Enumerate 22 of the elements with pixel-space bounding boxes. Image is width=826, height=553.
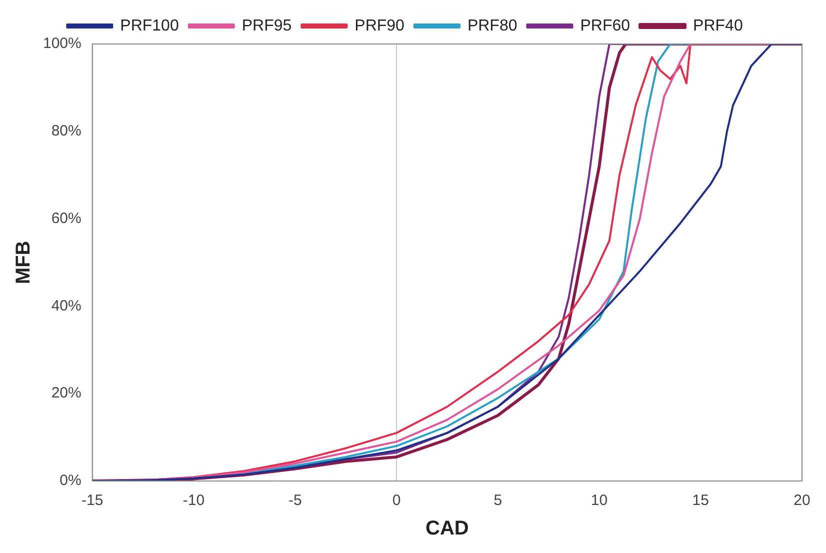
- x-tick-label: -5: [288, 492, 302, 510]
- y-tick-label: 40%: [51, 297, 82, 314]
- legend-label: PRF60: [580, 17, 630, 34]
- legend-label: PRF90: [354, 17, 405, 34]
- y-tick-label: 80%: [51, 122, 82, 140]
- legend-label: PRF100: [120, 17, 179, 34]
- legend-label: PRF95: [242, 17, 292, 34]
- x-tick-label: -10: [182, 492, 205, 510]
- x-tick-label: 0: [392, 492, 401, 510]
- x-tick-label: -15: [82, 492, 104, 510]
- legend-label: PRF40: [693, 17, 743, 34]
- legend-label: PRF80: [467, 17, 518, 34]
- y-tick-label: 0%: [60, 472, 82, 490]
- x-axis-title: CAD: [426, 518, 469, 540]
- y-tick-label: 60%: [51, 210, 82, 227]
- y-tick-label: 20%: [51, 384, 82, 402]
- x-tick-label: 20: [794, 492, 810, 510]
- y-tick-label: 100%: [42, 35, 82, 52]
- x-tick-label: 15: [692, 492, 709, 510]
- x-tick-label: 10: [590, 492, 608, 510]
- y-axis-title: MFB: [12, 240, 35, 284]
- x-tick-label: 5: [494, 492, 502, 510]
